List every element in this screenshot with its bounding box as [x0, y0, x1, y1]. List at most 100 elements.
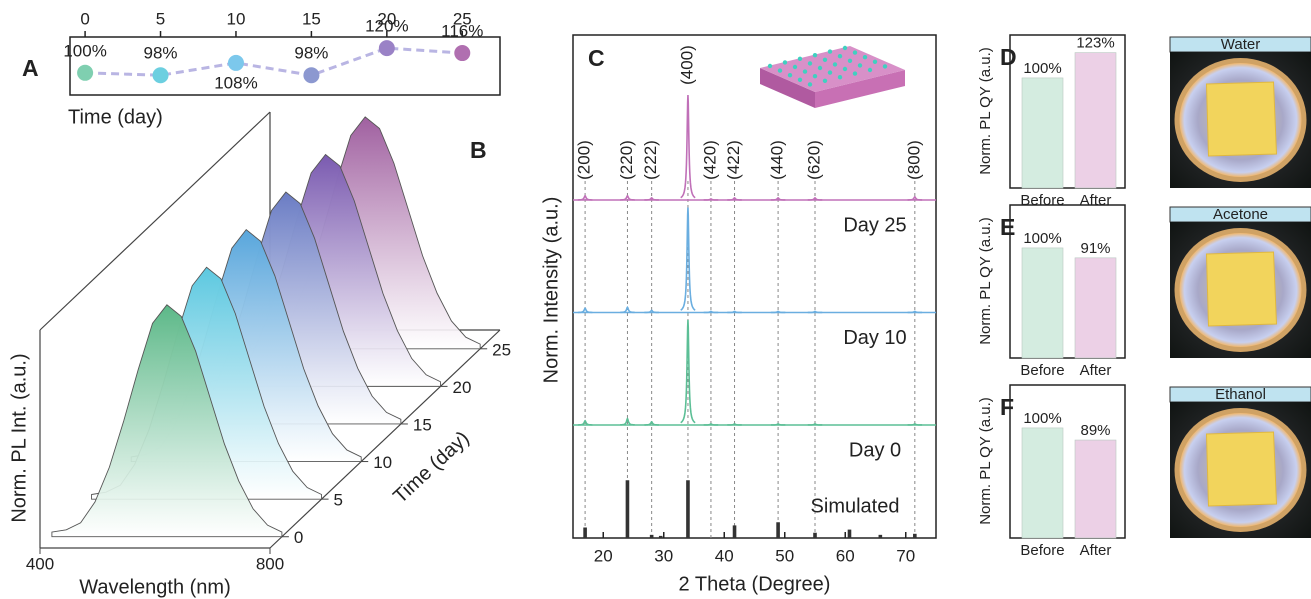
x-tick-label: 30	[654, 546, 673, 565]
value-label: 123%	[1076, 35, 1114, 52]
value-label: 100%	[1023, 60, 1061, 77]
y-axis-title: Norm. PL QY (a.u.)	[977, 397, 994, 525]
atom	[847, 58, 853, 63]
diffraction-peak	[807, 197, 823, 201]
atom	[857, 63, 863, 68]
x-tick-label: After	[1080, 192, 1112, 209]
atom	[852, 71, 858, 76]
panel-letter: C	[588, 45, 605, 71]
photo-label: Water	[1221, 36, 1260, 53]
peak-label: (400)	[677, 45, 696, 85]
data-point	[378, 40, 395, 57]
plot-frame	[1009, 384, 1126, 539]
value-label: 116%	[441, 22, 483, 41]
simulated-stick	[625, 480, 630, 538]
x-axis-title: Wavelength (nm)	[79, 576, 231, 598]
peak-label: (620)	[804, 140, 823, 180]
simulated-stick	[776, 522, 780, 538]
x-tick-label: 70	[896, 546, 915, 565]
diffraction-peak	[644, 197, 659, 201]
z-tick-label: 25	[492, 340, 511, 359]
peak-label: (222)	[641, 140, 660, 180]
simulated-stick	[913, 533, 917, 538]
y-axis-title: Norm. PL QY (a.u.)	[977, 47, 994, 175]
diffraction-peak	[770, 197, 786, 201]
bar	[1021, 247, 1064, 359]
simulated-stick	[658, 535, 663, 538]
diffraction-peak	[807, 423, 823, 426]
z-tick-label: 15	[413, 415, 432, 434]
x-tick-label: After	[1080, 362, 1112, 379]
diffraction-peak	[577, 419, 593, 426]
data-point	[303, 67, 320, 84]
simulated-stick	[878, 534, 883, 538]
value-label: 91%	[1080, 240, 1110, 257]
diffraction-peak	[644, 420, 659, 426]
diffraction-peak	[680, 94, 696, 199]
x-axis-title: 2 Theta (Degree)	[679, 573, 831, 595]
y-axis-title: Norm. PL Int. (a.u.)	[8, 353, 30, 522]
atom	[827, 49, 833, 54]
x-tick-label: After	[1080, 542, 1112, 559]
x-tick-label: 0	[80, 9, 89, 28]
atom	[837, 54, 843, 59]
value-label: 108%	[214, 73, 257, 92]
data-point	[152, 67, 169, 84]
panel-letter: E	[1000, 214, 1015, 240]
diffraction-peak	[907, 195, 923, 201]
diffraction-peak	[703, 423, 719, 426]
x-axis-title: Time (day)	[68, 106, 163, 128]
series-label: Day 10	[843, 327, 906, 349]
data-point	[77, 64, 94, 81]
film	[1205, 251, 1278, 327]
atom	[867, 67, 873, 73]
x-tick-label: 20	[594, 546, 613, 565]
data-point	[454, 45, 471, 62]
bar	[1074, 52, 1117, 189]
diffraction-peak	[577, 307, 593, 314]
peak-label: (420)	[700, 140, 719, 180]
diffraction-peak	[703, 198, 719, 201]
diffraction-peak	[727, 423, 742, 426]
axis-frame	[269, 329, 501, 549]
peak-label: (200)	[575, 140, 594, 180]
atom	[787, 73, 793, 78]
simulated-stick	[649, 534, 654, 538]
atom	[837, 75, 843, 80]
plot-frame	[1009, 34, 1126, 189]
bar	[1074, 257, 1117, 359]
value-label: 89%	[1080, 422, 1110, 439]
panel-letter: A	[22, 55, 39, 81]
atom	[822, 78, 828, 84]
atom	[792, 64, 798, 70]
atom	[872, 59, 878, 64]
x-tick-label: 20	[377, 9, 396, 28]
panel-letter: F	[1000, 394, 1014, 420]
diffraction-peak	[770, 423, 786, 426]
peak-label: (440)	[768, 140, 787, 180]
diffraction-peak	[907, 423, 923, 426]
atom	[822, 57, 828, 62]
atom	[797, 77, 803, 83]
atom	[807, 61, 813, 66]
z-tick-label: 20	[453, 378, 472, 397]
x-tick-label: 5	[156, 9, 165, 28]
atom	[802, 69, 808, 74]
atom	[777, 68, 783, 73]
simulated-stick	[732, 525, 737, 538]
value-label: 100%	[63, 41, 106, 60]
atom	[842, 45, 848, 51]
atom	[782, 60, 788, 65]
x-tick-label: 400	[26, 554, 54, 573]
x-tick-label: 25	[453, 9, 472, 28]
atom	[852, 50, 858, 55]
x-tick-label: Before	[1020, 362, 1064, 379]
diffraction-peak	[703, 310, 719, 314]
simulated-stick	[847, 529, 852, 538]
axis-frame	[39, 111, 271, 331]
z-tick-label: 0	[294, 528, 303, 547]
z-tick-label: 10	[373, 453, 392, 472]
x-tick-label: Before	[1020, 542, 1064, 559]
series-label: Day 0	[849, 439, 901, 461]
simulated-stick	[686, 480, 690, 538]
